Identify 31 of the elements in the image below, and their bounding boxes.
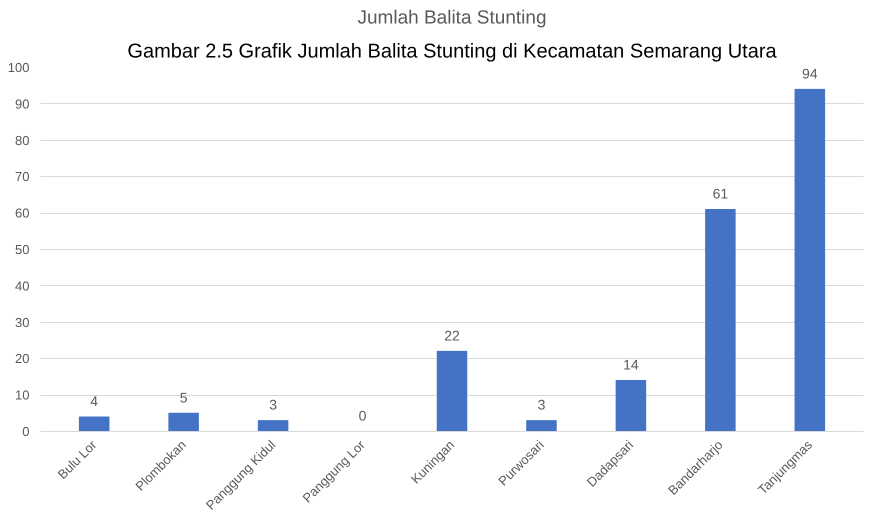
bar bbox=[526, 420, 557, 432]
y-tick-label: 0 bbox=[22, 424, 30, 439]
bar bbox=[436, 350, 468, 432]
bar bbox=[168, 412, 199, 432]
text: Gambar 2.5 Grafik Jumlah Balita Stunting di Kecamatan Semarang Utara bbox=[127, 40, 778, 62]
y-tick-label: 40 bbox=[15, 278, 30, 294]
y-tick-label: 50 bbox=[15, 242, 30, 257]
data-label: 22 bbox=[444, 328, 460, 344]
y-tick-label: 70 bbox=[15, 169, 30, 184]
bar bbox=[705, 208, 736, 432]
data-label: 3 bbox=[269, 396, 278, 413]
data-label: 0 bbox=[358, 408, 367, 424]
data-label: 3 bbox=[538, 396, 546, 413]
y-tick-label: 20 bbox=[15, 351, 30, 366]
data-label: 4 bbox=[90, 393, 98, 410]
bar bbox=[616, 380, 646, 432]
y-tick-label: 90 bbox=[15, 96, 30, 112]
bar bbox=[258, 420, 288, 432]
data-label: 5 bbox=[180, 389, 188, 406]
data-label: 94 bbox=[802, 65, 818, 82]
bar bbox=[794, 88, 826, 432]
y-tick-label: 100 bbox=[8, 60, 30, 75]
x-tick-label: Bulu Lor bbox=[54, 436, 100, 482]
chart-title: Jumlah Balita Stunting bbox=[357, 8, 547, 28]
bar bbox=[78, 416, 110, 432]
data-label: 14 bbox=[623, 356, 639, 373]
y-tick-label: 80 bbox=[15, 132, 30, 148]
y-tick-label: 60 bbox=[15, 206, 30, 221]
data-label: 61 bbox=[712, 186, 728, 202]
y-tick-label: 30 bbox=[15, 314, 30, 330]
y-tick-label: 10 bbox=[15, 388, 30, 403]
